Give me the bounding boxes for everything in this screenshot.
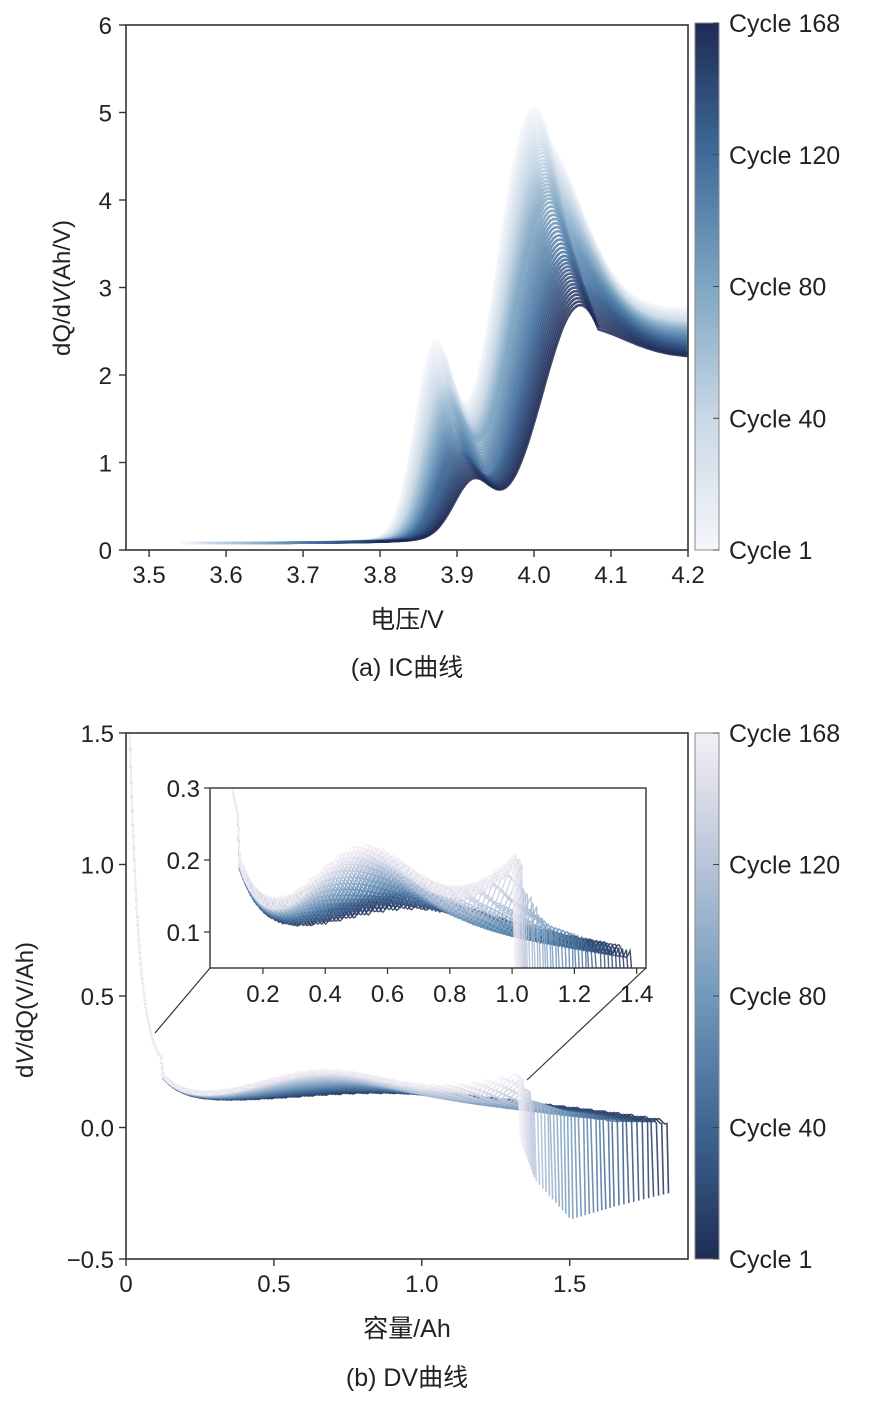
dv-curve-line [128,733,522,1141]
ic-y-tick-label: 4 [99,188,112,215]
dv-inset: 0.2 0.4 0.6 0.8 1.0 1.2 1.4 0.1 0.2 0.3 [167,776,654,1008]
ic-colorbar-label: Cycle 120 [729,142,840,170]
dv-colorbar-ticks: Cycle 168 Cycle 120 Cycle 80 Cycle 40 Cycle … [713,720,840,1274]
ic-y-tick-label: 6 [99,13,112,40]
inset-x-tick-label: 1.4 [620,981,653,1008]
inset-frame [209,787,647,969]
dv-colorbar: Cycle 168 Cycle 120 Cycle 80 Cycle 40 Cycle … [694,720,840,1274]
inset-y-tick-label: 0.1 [167,920,200,947]
panel-b: 0 0.5 1.0 1.5 −0.5 0.0 0.5 1.0 1.5 0.2 0.4 0.6 0.8… [12,720,840,1392]
ic-x-tick-label: 3.5 [132,562,165,589]
dv-x-tick-label: 0.5 [257,1271,290,1298]
dv-x-tick-label: 1.0 [405,1271,438,1298]
ic-panel-caption: (a) IC曲线 [351,654,464,682]
ic-y-axis-label: dQ/dV(Ah/V) [49,220,76,356]
inset-x-tick-label: 1.2 [558,981,591,1008]
ic-curve-line [266,200,688,545]
ic-curve-line [380,303,688,543]
dv-colorbar-label: Cycle 168 [729,720,840,748]
inset-curve-line [231,788,516,968]
dv-colorbar-label: Cycle 40 [729,1115,826,1143]
ic-x-tick-label: 3.8 [363,562,396,589]
dv-y-ticks: −0.5 0.0 0.5 1.0 1.5 [67,721,126,1274]
ic-curves [179,106,688,545]
ic-colorbar-label: Cycle 40 [729,405,826,433]
ic-curve-line [262,197,688,545]
ic-y-tick-label: 5 [99,101,112,128]
ic-curve-line [254,190,686,545]
dv-y-axis-label: dV/dQ(V/Ah) [12,942,39,1078]
ic-colorbar: Cycle 168 Cycle 120 Cycle 80 Cycle 40 Cycle … [694,10,840,565]
dv-x-ticks: 0 0.5 1.0 1.5 [119,1259,586,1298]
ic-x-ticks: 3.5 3.6 3.7 3.8 3.9 4.0 4.1 4.2 [132,550,705,589]
dv-y-label-part3: /dQ(V/Ah) [12,942,39,1049]
panel-a: 3.5 3.6 3.7 3.8 3.9 4.0 4.1 4.2 0 1 2 3 4 5 6 dQ/dV(A… [49,10,840,682]
ic-curve-line [243,179,687,545]
ic-y-label-part2: V [49,286,76,304]
dv-colorbar-label: Cycle 120 [729,852,840,880]
ic-y-tick-label: 3 [99,276,112,303]
inset-y-ticks: 0.1 0.2 0.3 [167,776,210,947]
ic-x-axis-label: 电压/V [370,606,444,634]
inset-x-tick-label: 0.8 [433,981,466,1008]
inset-x-tick-label: 0.4 [309,981,342,1008]
dv-y-tick-label: 1.5 [81,721,114,748]
ic-curve-line [246,183,688,545]
ic-x-tick-label: 3.7 [286,562,319,589]
dv-y-tick-label: −0.5 [67,1247,114,1274]
ic-colorbar-label: Cycle 1 [729,537,812,565]
ic-curve-line [250,186,688,545]
ic-x-tick-label: 4.1 [594,562,627,589]
inset-connector-left [154,967,211,1034]
dv-y-label-part1: d [12,1065,39,1078]
inset-y-tick-label: 0.3 [167,776,200,803]
dv-x-tick-label: 0 [119,1271,132,1298]
dv-curves [128,733,670,1219]
ic-x-tick-label: 3.6 [209,562,242,589]
ic-colorbar-label: Cycle 168 [729,10,840,38]
dv-y-label-part2: V [12,1047,39,1065]
ic-colorbar-label: Cycle 80 [729,274,826,302]
dv-y-tick-label: 0.5 [81,984,114,1011]
inset-curves [231,788,633,968]
ic-colorbar-ticks: Cycle 168 Cycle 120 Cycle 80 Cycle 40 Cycle … [713,10,840,565]
ic-y-tick-label: 0 [99,538,112,565]
ic-curve-line [258,193,687,545]
ic-y-tick-label: 2 [99,363,112,390]
ic-y-tick-label: 1 [99,451,112,478]
inset-connector-right [526,967,647,1081]
dv-curve-line [128,733,523,1145]
inset-x-tick-label: 1.0 [495,981,528,1008]
ic-y-ticks: 0 1 2 3 4 5 6 [99,13,126,565]
dv-colorbar-label: Cycle 80 [729,983,826,1011]
dv-colorbar-label: Cycle 1 [729,1246,812,1274]
ic-y-label-part1: dQ/d [49,304,76,356]
inset-x-tick-label: 0.6 [371,981,404,1008]
inset-x-tick-label: 0.2 [246,981,279,1008]
ic-x-tick-label: 4.2 [671,562,704,589]
ic-y-label-part3: (Ah/V) [49,220,76,288]
ic-x-tick-label: 3.9 [440,562,473,589]
dv-y-tick-label: 1.0 [81,853,114,880]
inset-x-ticks: 0.2 0.4 0.6 0.8 1.0 1.2 1.4 [246,968,653,1008]
dv-panel-caption: (b) DV曲线 [346,1364,468,1392]
dv-y-tick-label: 0.0 [81,1116,114,1143]
inset-y-tick-label: 0.2 [167,848,200,875]
dv-x-axis-label: 容量/Ah [363,1315,451,1343]
ic-x-tick-label: 4.0 [517,562,550,589]
dv-x-tick-label: 1.5 [553,1271,586,1298]
